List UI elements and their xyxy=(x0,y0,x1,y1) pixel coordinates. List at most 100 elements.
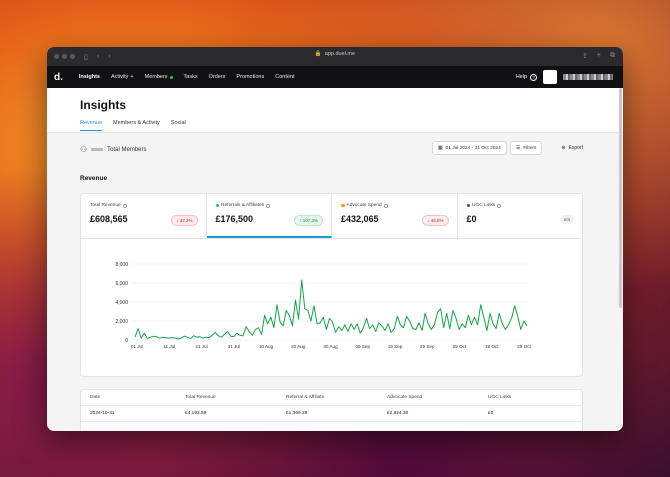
total-members: ⚇ Total Members xyxy=(80,145,147,154)
change-badge: ↑ 107.3% xyxy=(294,215,323,226)
metric-value: £608,565 xyxy=(90,214,128,224)
main-content: Insights Revenue Members & Activity Soci… xyxy=(47,88,623,431)
column-header[interactable]: UGC Links xyxy=(488,395,512,400)
avatar[interactable] xyxy=(543,70,557,84)
new-tab-icon[interactable]: + xyxy=(596,52,601,59)
y-tick-label: 4,000 xyxy=(115,300,128,306)
y-tick-label: 0 xyxy=(125,338,128,344)
address-bar[interactable]: 🔒 app.duel.me xyxy=(315,51,355,57)
table-cell: £2,824.30 xyxy=(387,411,409,416)
nav-promotions[interactable]: Promotions xyxy=(236,74,265,80)
nav-content[interactable]: Content xyxy=(275,74,295,80)
metrics-row: Total Revenue £608,565 ↓ 32.2% Referrals… xyxy=(81,194,582,239)
date-range-picker[interactable]: ▦ 01 Jul 2024 - 31 Oct 2024 xyxy=(432,141,507,155)
x-tick-label: 09 Sep xyxy=(355,344,370,349)
info-icon[interactable] xyxy=(266,203,271,208)
url-text: app.duel.me xyxy=(324,51,356,57)
series-line[interactable] xyxy=(134,279,528,340)
section-title: Revenue xyxy=(80,175,108,182)
metric-advocate-spend[interactable]: Advocate Spend £432,065 ↓ 46.8% xyxy=(332,194,458,238)
revenue-card: Total Revenue £608,565 ↓ 32.2% Referrals… xyxy=(80,193,583,377)
change-badge: n/a xyxy=(559,215,574,224)
nav-tasks[interactable]: Tasks xyxy=(183,74,198,80)
revenue-table: Date Total Revenue Referral & Affiliate … xyxy=(80,389,583,431)
column-header[interactable]: Total Revenue xyxy=(185,395,216,400)
x-tick-label: 10 Aug xyxy=(259,344,274,349)
page-scrollbar[interactable] xyxy=(619,88,622,308)
revenue-chart: 0 2,000 4,000 6,000 8,000 01 Jul 11 Jul 21 Jul 3… xyxy=(81,240,584,378)
column-header[interactable]: Date xyxy=(90,395,101,400)
series-dot-icon xyxy=(466,203,470,208)
y-tick-label: 2,000 xyxy=(115,319,128,325)
metric-value: £176,500 xyxy=(215,214,254,224)
info-icon[interactable] xyxy=(497,203,502,208)
browser-toolbar: ▯ ‹ › 🔒 app.duel.me ⇪ + ⧉ xyxy=(47,47,623,66)
browser-window: ▯ ‹ › 🔒 app.duel.me ⇪ + ⧉ d. Insights Ac… xyxy=(47,47,623,431)
app-navbar: d. Insights Activity + Members Tasks Orde… xyxy=(47,66,623,88)
tab-members-activity[interactable]: Members & Activity xyxy=(113,120,160,126)
info-icon[interactable] xyxy=(383,203,388,208)
table-cell: £0 xyxy=(488,411,494,416)
series-dot-icon xyxy=(215,203,219,208)
account-name-redacted[interactable] xyxy=(563,74,613,80)
table-header-row: Date Total Revenue Referral & Affiliate … xyxy=(81,390,582,406)
x-tick-label: 30 Aug xyxy=(323,344,338,349)
x-tick-label: 20 Aug xyxy=(291,344,306,349)
filters-button[interactable]: ☰ Filters xyxy=(510,141,543,155)
x-tick-label: 29 Sep xyxy=(420,344,435,349)
table-cell: £1,369.29 xyxy=(286,411,308,416)
column-header[interactable]: Advocate Spend xyxy=(387,395,423,400)
duel-logo[interactable]: d. xyxy=(54,71,63,83)
window-controls[interactable] xyxy=(54,54,75,59)
table-cell: 2024-10-31 xyxy=(90,411,115,416)
table-row: 2024-10-31 £4,193.59 £1,369.29 £2,824.30… xyxy=(81,406,582,422)
x-tick-label: 29 Oct xyxy=(517,344,531,349)
x-tick-label: 09 Oct xyxy=(453,344,467,349)
status-dot-icon xyxy=(169,75,173,79)
change-badge: ↓ 46.8% xyxy=(422,215,449,226)
x-tick-label: 19 Sep xyxy=(388,344,403,349)
metric-ugc-links[interactable]: UGC Links £0 n/a xyxy=(458,194,583,238)
x-tick-label: 01 Jul xyxy=(131,344,143,349)
page-title: Insights xyxy=(80,98,127,112)
export-icon: ⊕ xyxy=(561,145,566,151)
forward-icon[interactable]: › xyxy=(108,53,111,60)
help-link[interactable]: Help? xyxy=(516,73,537,81)
table-cell: £4,193.59 xyxy=(185,411,207,416)
info-icon[interactable] xyxy=(122,203,127,208)
insights-toolbar: ⚇ Total Members ▦ 01 Jul 2024 - 31 Oct 2… xyxy=(47,133,623,163)
sidebar-toggle-icon[interactable]: ▯ xyxy=(84,53,88,61)
nav-members[interactable]: Members xyxy=(145,74,173,80)
column-header[interactable]: Referral & Affiliate xyxy=(286,395,325,400)
page-header: Insights Revenue Members & Activity Soci… xyxy=(47,88,623,133)
metric-value: £432,065 xyxy=(341,214,379,224)
y-tick-label: 8,000 xyxy=(115,262,128,268)
series-dot-icon xyxy=(341,203,345,208)
users-icon: ⚇ xyxy=(80,145,88,154)
y-tick-label: 6,000 xyxy=(115,281,128,287)
x-tick-label: 21 Jul xyxy=(195,344,207,349)
nav-orders[interactable]: Orders xyxy=(208,74,226,80)
tab-revenue[interactable]: Revenue xyxy=(80,120,103,131)
metric-total-revenue[interactable]: Total Revenue £608,565 ↓ 32.2% xyxy=(81,194,207,238)
tab-bar: Revenue Members & Activity Social xyxy=(80,120,623,131)
tabs-overview-icon[interactable]: ⧉ xyxy=(610,52,615,59)
metric-referrals-affiliates[interactable]: Referrals & Affiliates £176,500 ↑ 107.3% xyxy=(206,194,332,238)
nav-activity[interactable]: Activity + xyxy=(110,74,134,80)
nav-insights[interactable]: Insights xyxy=(78,74,100,80)
line-chart-svg: 0 2,000 4,000 6,000 8,000 01 Jul 11 Jul 21 Jul 3… xyxy=(115,262,531,349)
x-tick-label: 31 Jul xyxy=(228,344,240,349)
metric-value: £0 xyxy=(466,214,477,224)
lock-icon: 🔒 xyxy=(314,51,322,57)
change-badge: ↓ 32.2% xyxy=(171,215,198,226)
members-count-redacted xyxy=(91,148,104,151)
help-icon: ? xyxy=(530,73,537,81)
x-tick-label: 11 Jul xyxy=(163,344,175,349)
back-icon[interactable]: ‹ xyxy=(96,53,100,60)
tab-social[interactable]: Social xyxy=(170,120,186,126)
x-tick-label: 19 Oct xyxy=(485,344,499,349)
export-button[interactable]: ⊕ Export xyxy=(561,145,583,151)
calendar-icon: ▦ xyxy=(438,145,443,151)
share-icon[interactable]: ⇪ xyxy=(582,53,588,60)
filter-icon: ☰ xyxy=(516,145,521,151)
